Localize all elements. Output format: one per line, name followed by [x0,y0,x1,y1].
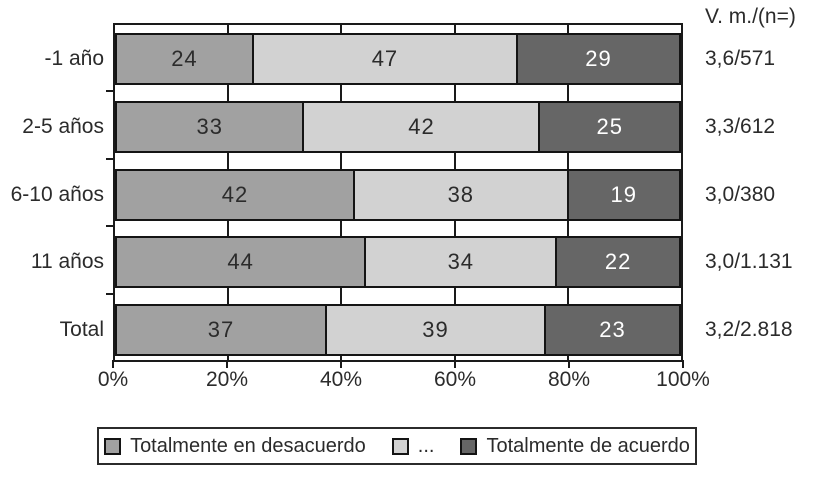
bar-value-label: 23 [599,317,626,342]
legend: Totalmente en desacuerdo... Totalmente de… [97,427,697,465]
bar-value-label: 39 [422,317,449,342]
y-axis-tick [106,90,113,92]
bar-segment-series-1: 24 [117,35,252,83]
bar-value-label: 44 [227,249,254,274]
plot-area: 24 47 29 33 42 25 42 38 19 44 34 22 37 39 23 [113,23,683,362]
bar-value-label: 29 [585,46,612,71]
bar-segment-series-3: 23 [544,306,679,354]
bar-segment-series-1: 33 [117,103,303,151]
bar-value-label: 19 [610,182,638,207]
bar-segment-series-3: 22 [555,238,679,286]
legend-swatch-icon [460,437,478,455]
bar-row: 42 38 19 [115,169,681,221]
legend-swatch-icon [104,437,122,455]
category-label: Total [59,318,104,341]
category-label: 6-10 años [10,183,104,206]
category-label: 11 años [30,250,104,273]
x-axis-tick [226,360,228,368]
bar-value-label: 47 [371,46,399,71]
bar-segment-series-2: 38 [353,171,567,219]
x-tick-label: 80% [547,368,591,391]
x-tick-label: 100% [656,368,710,391]
x-tick-label: 0% [97,368,129,391]
y-axis-tick [106,225,113,227]
legend-item-series-2: ... [391,434,435,458]
bar-value-label: 22 [604,249,632,274]
bar-segment-series-3: 19 [566,171,679,219]
y-axis-tick [106,158,113,160]
x-tick-label: 20% [205,368,249,391]
bar-row: 33 42 25 [115,101,681,153]
bar-value-label: 42 [408,114,435,139]
bar-segment-series-1: 37 [117,306,325,354]
bar-row: 37 39 23 [115,304,681,356]
bar-value-label: 42 [221,182,249,207]
x-axis-tick [454,360,456,368]
bar-value-label: 34 [447,249,475,274]
x-axis-tick [682,360,684,368]
x-axis-tick [112,360,114,368]
value-mean-n: 3,6/571 [705,47,776,70]
legend-label: ... [417,434,435,457]
bar-segment-series-2: 39 [324,306,545,354]
value-mean-n: 3,2/2.818 [705,318,793,341]
legend-item-series-3: Totalmente de acuerdo [460,434,690,458]
bar-segment-series-1: 44 [117,238,365,286]
category-label: 2-5 años [22,115,104,138]
value-mean-n: 3,0/1.131 [705,250,793,273]
bar-value-label: 38 [447,182,475,207]
right-column-header: V. m./(n=) [705,5,796,28]
bar-segment-series-2: 47 [251,35,516,83]
legend-item-series-1: Totalmente en desacuerdo [104,435,366,458]
bar-segment-series-2: 34 [364,238,556,286]
x-tick-label: 40% [319,368,363,391]
bar-segment-series-3: 25 [538,103,679,151]
bar-value-label: 33 [196,114,223,139]
bar-row: 24 47 29 [115,33,681,85]
x-tick-label: 60% [433,368,477,391]
bar-value-label: 37 [207,317,235,342]
x-axis-tick [568,360,570,368]
value-mean-n: 3,3/612 [705,115,776,138]
bar-value-label: 25 [596,114,623,139]
value-mean-n: 3,0/380 [705,183,776,206]
legend-swatch-icon [391,437,409,455]
legend-label: Totalmente de acuerdo [486,434,690,457]
bar-segment-series-2: 42 [302,103,539,151]
x-axis-tick [340,360,342,368]
y-axis-tick [106,293,113,295]
bar-value-label: 24 [171,46,198,71]
category-label: -1 año [44,47,104,70]
bar-row: 44 34 22 [115,236,681,288]
bar-segment-series-1: 42 [117,171,354,219]
legend-label: Totalmente en desacuerdo [130,434,366,457]
bar-segment-series-3: 29 [516,35,679,83]
